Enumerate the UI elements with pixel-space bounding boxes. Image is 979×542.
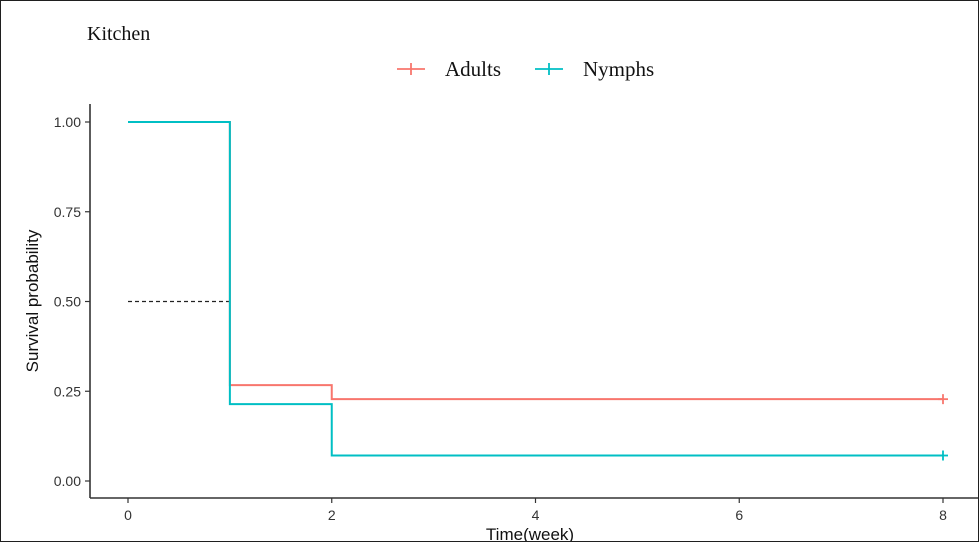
legend-label-adults: Adults [445,56,502,81]
x-tick-label: 6 [735,507,743,523]
marks-group [128,121,948,461]
x-tick-label: 2 [328,507,336,523]
censor-mark-nymphs [938,450,948,461]
axes-group: 0.00 0.25 0.50 0.75 1.00 0 2 4 6 8 [54,104,978,523]
series-line-nymphs [128,121,943,457]
panel-title: Kitchen [87,23,151,45]
y-tick-label: 0.50 [54,294,81,310]
legend-label-nymphs: Nymphs [583,56,655,81]
x-tick-label: 4 [532,507,540,523]
legend: Adults Nymphs [397,53,688,85]
x-axis-title: Time(week) [486,525,574,541]
legend-swatch-adults [397,63,425,75]
legend-swatch-nymphs [535,63,564,75]
legend-item-adults: Adults [397,57,501,82]
y-tick-label: 1.00 [54,114,81,130]
censor-mark-adults [938,394,948,405]
x-tick-label: 8 [939,507,947,523]
x-tick-label: 0 [124,507,132,523]
legend-item-nymphs: Nymphs [535,57,654,82]
y-tick-label: 0.75 [54,204,81,220]
series-line-adults [128,121,943,401]
y-tick-label: 0.25 [54,383,81,399]
y-axis-title: Survival probability [23,229,42,372]
y-tick-label: 0.00 [54,473,81,489]
